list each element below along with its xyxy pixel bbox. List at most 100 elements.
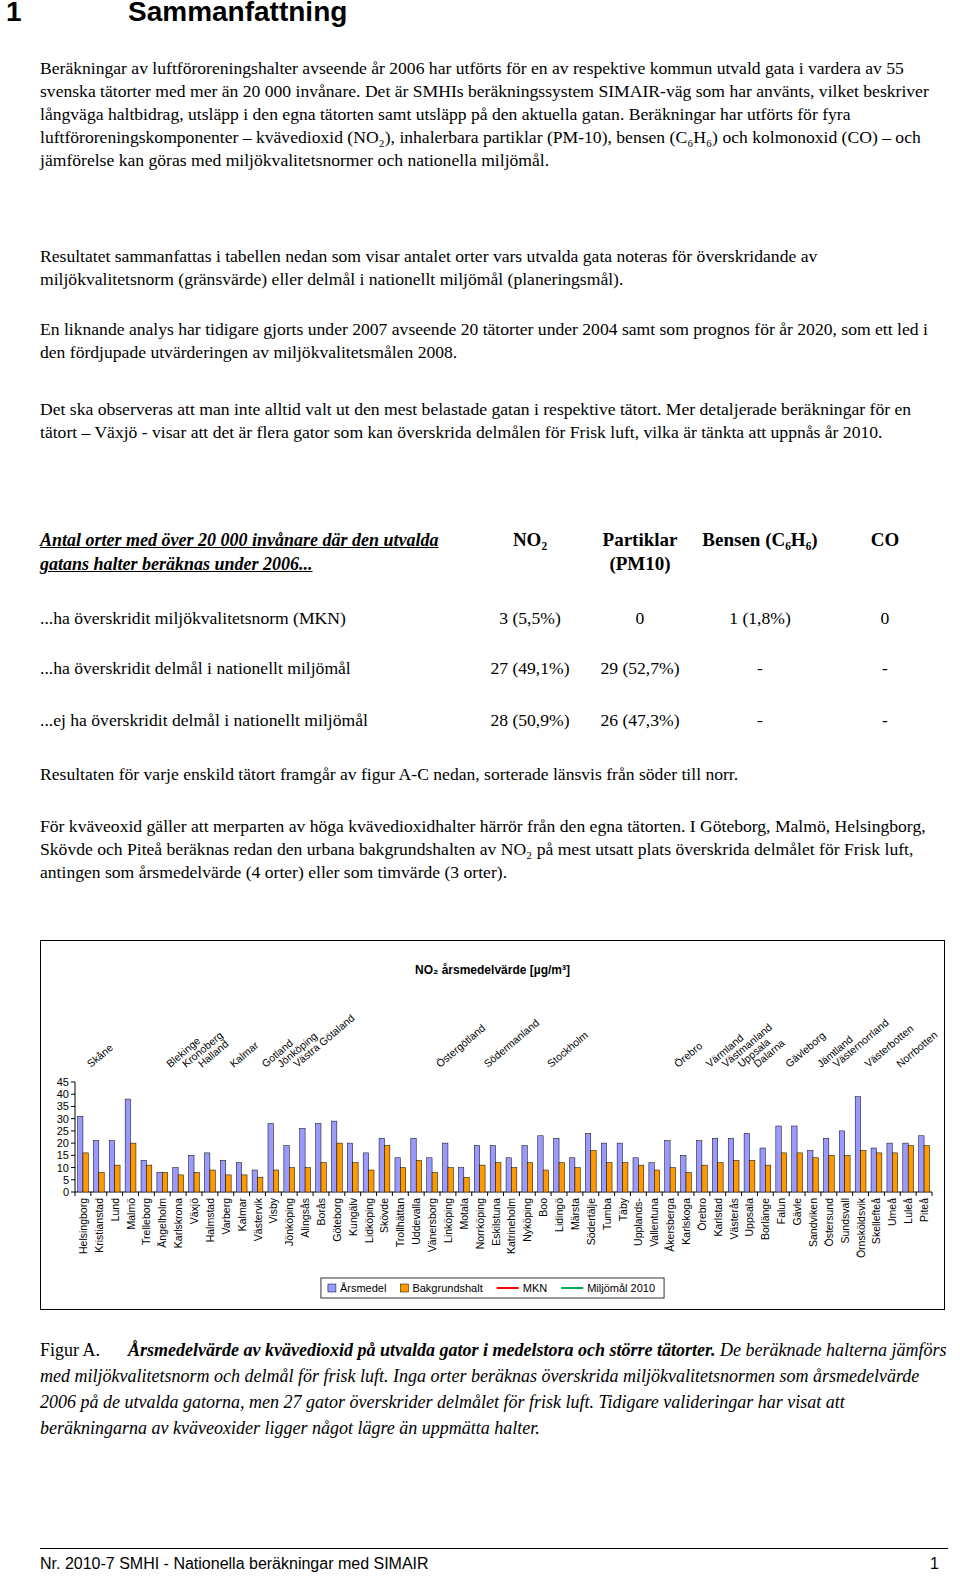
chart-frame — [41, 941, 945, 1310]
bar — [226, 1175, 231, 1192]
bar — [765, 1165, 770, 1192]
x-tick-label: Borlänge — [759, 1198, 771, 1240]
bar — [559, 1163, 564, 1192]
bar — [363, 1153, 368, 1192]
y-tick — [71, 1130, 75, 1131]
table-header: Antal orter med över 20 000 invånare där… — [40, 528, 470, 576]
bar — [490, 1146, 495, 1192]
x-tick — [281, 1192, 282, 1196]
paragraph: Det ska observeras att man inte alltid v… — [40, 398, 948, 444]
x-tick — [106, 1192, 107, 1196]
bar — [797, 1153, 802, 1192]
bar — [654, 1170, 659, 1192]
caption-title: Årsmedelvärde av kvävedioxid på utvalda … — [128, 1340, 715, 1360]
bar — [570, 1158, 575, 1192]
x-tick — [408, 1192, 409, 1196]
y-tick-label: 0 — [63, 1186, 69, 1198]
y-tick — [71, 1094, 75, 1095]
x-tick — [693, 1192, 694, 1196]
x-tick-label: Södertälje — [585, 1198, 597, 1245]
x-tick — [932, 1192, 933, 1196]
bar — [575, 1168, 580, 1192]
region-label: Östergötland — [434, 1022, 488, 1070]
y-tick — [71, 1155, 75, 1156]
table-cell: - — [695, 656, 825, 680]
paragraph: Resultatet sammanfattas i tabellen nedan… — [40, 245, 948, 291]
bar — [131, 1143, 136, 1192]
bar — [749, 1160, 754, 1192]
chart-title: NO₂ årsmedelvärde [µg/m³] — [415, 963, 570, 977]
x-tick-label: Västerås — [728, 1198, 740, 1239]
paragraph: Resultaten för varje enskild tätort fram… — [40, 763, 948, 786]
bar — [321, 1163, 326, 1192]
bar — [464, 1177, 469, 1192]
x-tick — [75, 1192, 76, 1196]
x-tick-label: Visby — [267, 1197, 279, 1223]
bar — [173, 1168, 178, 1192]
x-tick — [820, 1192, 821, 1196]
x-tick — [122, 1192, 123, 1196]
bar — [829, 1155, 834, 1192]
bar — [347, 1143, 352, 1192]
x-tick — [440, 1192, 441, 1196]
legend-line — [561, 1287, 583, 1289]
bar — [924, 1146, 929, 1192]
bar — [734, 1160, 739, 1192]
bar — [316, 1124, 321, 1192]
x-tick-label: Karlstad — [712, 1198, 724, 1237]
x-tick-label: Tumba — [601, 1198, 613, 1230]
bar — [474, 1146, 479, 1192]
bar — [157, 1172, 162, 1192]
bar — [205, 1153, 210, 1192]
x-tick-label: Boo — [537, 1198, 549, 1217]
bar — [892, 1153, 897, 1192]
x-tick-label: Varberg — [220, 1198, 232, 1235]
x-tick — [678, 1192, 679, 1196]
x-tick-label: Borås — [315, 1198, 327, 1225]
bar — [146, 1165, 151, 1192]
y-tick-label: 5 — [63, 1174, 69, 1186]
x-tick-label: Västervik — [252, 1197, 264, 1241]
legend-label: MKN — [523, 1282, 548, 1294]
region-label: Skåne — [84, 1041, 115, 1069]
table-cell: - — [835, 656, 935, 680]
y-tick — [71, 1082, 75, 1083]
bar — [823, 1138, 828, 1192]
legend-line — [497, 1287, 519, 1289]
y-tick — [71, 1106, 75, 1107]
x-tick-label: Trelleborg — [140, 1198, 152, 1245]
y-tick-label: 15 — [57, 1149, 69, 1161]
x-tick-label: Uddevalla — [410, 1198, 422, 1245]
bar — [353, 1163, 358, 1192]
footer-rule — [40, 1548, 948, 1549]
bar — [210, 1170, 215, 1192]
x-tick-label: Trollhättan — [394, 1198, 406, 1247]
bar — [411, 1138, 416, 1192]
bar — [607, 1163, 612, 1192]
bar — [808, 1150, 813, 1192]
bar — [728, 1138, 733, 1192]
x-tick-label: Skövde — [378, 1198, 390, 1233]
bar — [585, 1133, 590, 1192]
x-tick — [852, 1192, 853, 1196]
bar — [543, 1170, 548, 1192]
bar — [220, 1160, 225, 1192]
y-tick-label: 10 — [57, 1162, 69, 1174]
x-tick-label: Lidköping — [363, 1198, 375, 1243]
x-tick — [392, 1192, 393, 1196]
bar — [813, 1158, 818, 1192]
table-cell: 3 (5,5%) — [470, 606, 590, 630]
x-tick-label: Norrköping — [474, 1198, 486, 1250]
x-tick-label: Kalmar — [236, 1198, 248, 1232]
bar — [665, 1141, 670, 1192]
x-tick — [900, 1192, 901, 1196]
x-tick — [916, 1192, 917, 1196]
x-tick-label: Karlskoga — [680, 1198, 692, 1245]
y-tick-label: 25 — [57, 1125, 69, 1137]
bar — [99, 1172, 104, 1192]
x-tick-label: Halmstad — [204, 1198, 216, 1243]
x-tick-label: Gävle — [791, 1198, 803, 1226]
x-tick — [424, 1192, 425, 1196]
bar — [696, 1141, 701, 1192]
bar — [538, 1136, 543, 1192]
